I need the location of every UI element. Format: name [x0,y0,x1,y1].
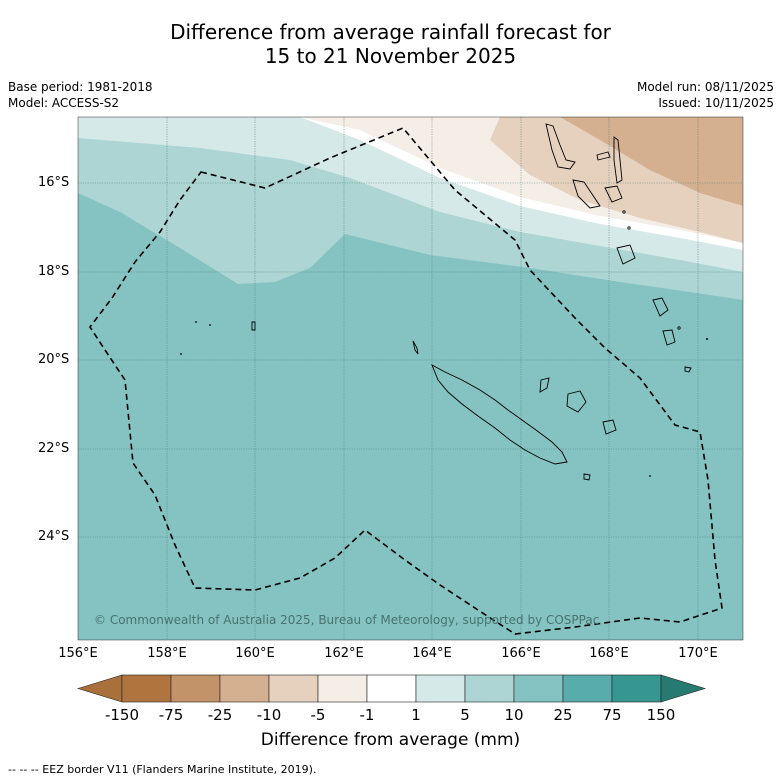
lon-label-168e: 168°E [589,646,629,661]
eez-border [89,127,723,635]
vanuatu-islet-2 [627,226,631,230]
colorbar-bin-8 [464,674,515,703]
colorbar-bin-11 [611,674,662,703]
lat-label-16s: 16°S [38,175,70,190]
colorbar-bin-9 [513,674,564,703]
colorbar-bin-2 [170,674,221,703]
lat-label-24s: 24°S [38,529,70,544]
colorbar-label: -1 [359,706,375,724]
colorbar-bin-3 [219,674,270,703]
colorbar-right-arrow [660,674,707,703]
mare-island [602,419,617,435]
colorbar-bin-6 [366,674,417,703]
colorbar-label: -25 [207,706,233,724]
colorbar-label: 5 [460,706,470,724]
issued-date: Issued: 10/11/2025 [658,96,774,110]
colorbar-bin-5 [317,674,368,703]
model-run: Model run: 08/11/2025 [636,80,774,94]
meta-left: Base period: 1981-2018 Model: ACCESS-S2 [8,79,153,111]
copyright-notice: © Commonwealth of Australia 2025, Bureau… [94,613,600,627]
colorbar-title: Difference from average (mm) [260,730,521,750]
vanuatu-pentecost [613,136,623,184]
islet-3 [209,324,211,326]
forecast-map [78,117,743,640]
islet-2 [195,321,197,323]
isle-of-pines [583,473,591,481]
colorbar-label: -5 [310,706,326,724]
base-period: Base period: 1981-2018 [8,80,153,94]
colorbar [76,674,707,703]
colorbar-label: 10 [504,706,524,724]
vanuatu-tanna [652,297,669,317]
chart-title: Difference from average rainfall forecas… [0,20,781,68]
islet-5 [649,475,651,477]
belep-islands [412,340,419,355]
vanuatu-islet-3 [677,326,681,330]
title-line-2: 15 to 21 November 2025 [264,44,517,68]
colorbar-left-arrow [76,674,123,703]
lon-label-156e: 156°E [58,646,98,661]
colorbar-bin-10 [562,674,613,703]
band-below-10-25 [560,117,743,206]
lat-label-18s: 18°S [38,264,70,279]
vanuatu-espiritu-santo [545,123,576,170]
lon-label-166e: 166°E [501,646,541,661]
colorbar-label: 25 [553,706,573,724]
colorbar-label: -150 [104,706,140,724]
islet-1 [251,321,256,331]
vanuatu-aneityum [662,329,676,346]
vanuatu-erromango [616,244,636,265]
lon-label-158e: 158°E [147,646,187,661]
lat-label-20s: 20°S [38,352,70,367]
eez-footnote: -- -- -- EEZ border V11 (Flanders Marine… [8,763,317,776]
lon-label-162e: 162°E [324,646,364,661]
islet-4 [180,353,182,355]
lifou-island [566,390,587,413]
lon-label-160e: 160°E [235,646,275,661]
colorbar-bin-7 [415,674,466,703]
colorbar-label: 150 [646,706,676,724]
ouvea-island [539,377,550,393]
colorbar-label: -10 [256,706,282,724]
colorbar-label: 75 [602,706,622,724]
lat-label-22s: 22°S [38,441,70,456]
islet-7 [684,366,692,373]
map-frame [77,116,744,641]
vanuatu-islet-1 [622,210,626,214]
vanuatu-efate [604,185,623,203]
lon-label-170e: 170°E [678,646,718,661]
lon-label-164e: 164°E [412,646,452,661]
new-caledonia-island [431,364,568,465]
meta-right: Model run: 08/11/2025 Issued: 10/11/2025 [637,79,774,111]
vanuatu-malekula [572,179,601,209]
islet-6 [706,338,708,340]
colorbar-bin-4 [268,674,319,703]
vanuatu-ambae [596,151,611,161]
colorbar-label: 1 [411,706,421,724]
colorbar-bin-1 [121,674,172,703]
graticule [78,117,743,640]
model-name: Model: ACCESS-S2 [8,96,120,110]
colorbar-label: -75 [158,706,184,724]
title-line-1: Difference from average rainfall forecas… [170,20,611,44]
